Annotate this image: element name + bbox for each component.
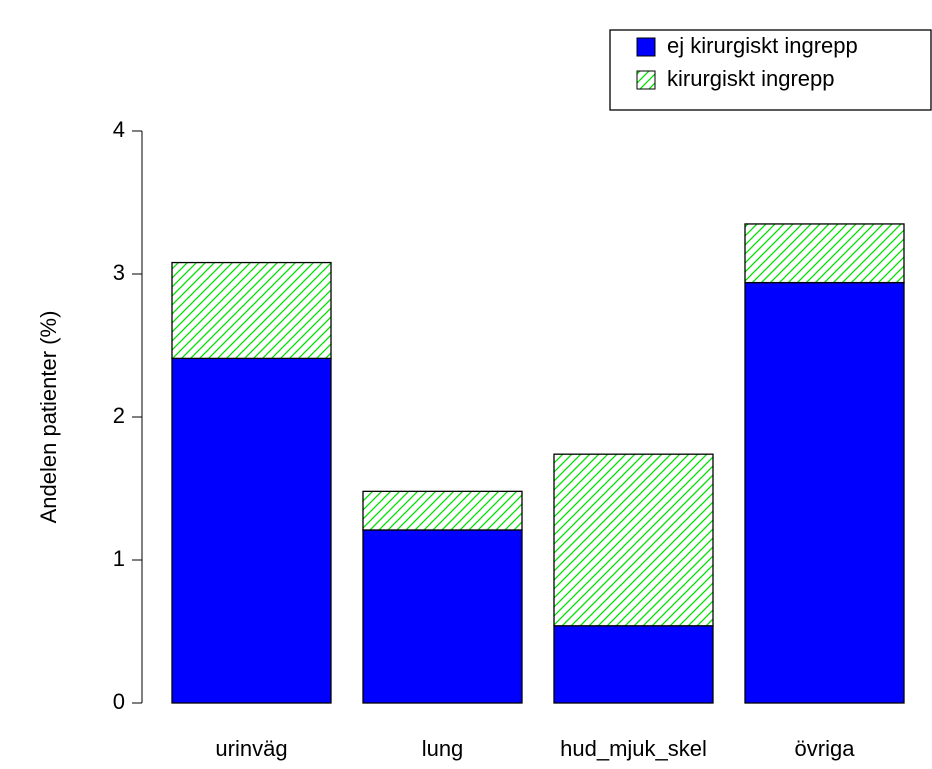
y-tick-label: 3 — [113, 260, 125, 285]
legend-swatch — [636, 37, 656, 57]
bar-segment — [362, 490, 523, 531]
legend-label: ej kirurgiskt ingrepp — [667, 33, 858, 58]
y-tick-label: 2 — [113, 403, 125, 428]
bar-segment — [744, 223, 905, 284]
x-tick-label: hud_mjuk_skel — [560, 736, 707, 761]
bar-segment — [553, 625, 714, 704]
bar-segment — [171, 261, 332, 360]
bar-segment — [744, 281, 905, 704]
bar-segment — [362, 529, 523, 704]
y-tick-label: 1 — [113, 546, 125, 571]
legend-label: kirurgiskt ingrepp — [667, 66, 835, 91]
y-axis-label: Andelen patienter (%) — [36, 311, 61, 524]
x-tick-label: urinväg — [215, 736, 287, 761]
legend-swatch — [636, 70, 656, 90]
bar-segment — [553, 453, 714, 627]
legend-box — [609, 29, 932, 111]
bar-segment — [171, 357, 332, 704]
y-tick-label: 0 — [113, 689, 125, 714]
y-tick-label: 4 — [113, 117, 125, 142]
x-tick-label: lung — [422, 736, 464, 761]
x-tick-label: övriga — [795, 736, 856, 761]
